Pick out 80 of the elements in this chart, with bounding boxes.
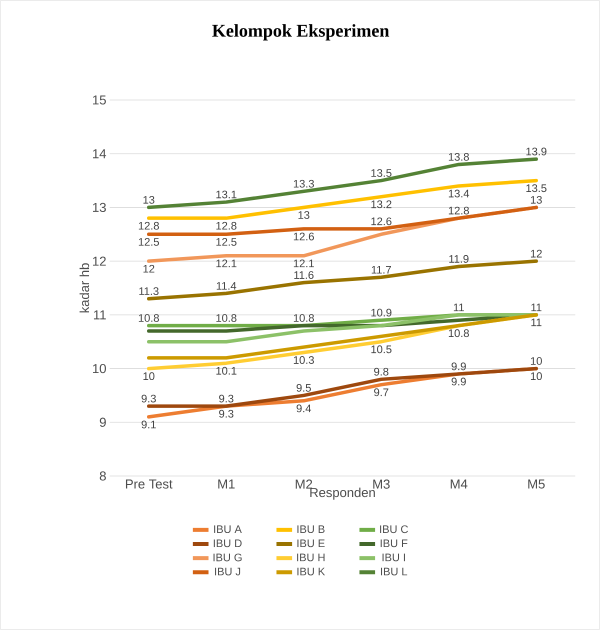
data-label: 13.5 bbox=[371, 169, 392, 177]
x-tick-label: M4 bbox=[450, 480, 468, 488]
data-label: 9.9 bbox=[452, 378, 466, 386]
y-tick-label: 12 bbox=[92, 256, 106, 266]
data-label: 10.8 bbox=[138, 314, 159, 322]
x-tick-label: M3 bbox=[373, 480, 390, 489]
data-label: 11.7 bbox=[372, 266, 391, 274]
legend-label: IBU C bbox=[380, 525, 408, 534]
data-label: 10 bbox=[143, 372, 154, 380]
data-label: 9.3 bbox=[219, 410, 234, 418]
data-label: 13.1 bbox=[216, 190, 236, 198]
data-label: 11.9 bbox=[449, 255, 469, 263]
data-label: 12.8 bbox=[138, 222, 159, 230]
legend-label: IBU H bbox=[297, 554, 325, 562]
legend-label: IBU A bbox=[214, 525, 242, 534]
x-axis-title: Responden bbox=[310, 488, 375, 500]
data-label: 12.6 bbox=[371, 217, 392, 226]
data-label: 10.1 bbox=[216, 366, 236, 375]
data-label: 12.1 bbox=[216, 259, 236, 268]
data-label: 12.8 bbox=[216, 222, 236, 230]
data-label: 9.3 bbox=[219, 394, 234, 402]
data-label: 10.8 bbox=[216, 314, 236, 322]
x-tick-label: M1 bbox=[218, 480, 235, 488]
data-label: 9.7 bbox=[374, 388, 388, 396]
data-label: 11 bbox=[531, 318, 542, 326]
data-label: 10 bbox=[530, 372, 542, 380]
legend-label: IBU J bbox=[215, 568, 240, 576]
data-label: 9.5 bbox=[296, 384, 311, 392]
data-label: 11.4 bbox=[216, 282, 236, 290]
x-tick-label: M2 bbox=[296, 480, 312, 489]
legend-label: IBU L bbox=[381, 568, 408, 576]
data-label: 9.4 bbox=[296, 404, 312, 412]
data-label: 11.3 bbox=[139, 287, 159, 296]
data-label: 12.8 bbox=[448, 206, 469, 214]
data-label: 12 bbox=[530, 250, 542, 258]
data-label: 12.1 bbox=[294, 259, 314, 268]
data-label: 9.1 bbox=[142, 420, 156, 428]
legend-label: IBU D bbox=[214, 540, 242, 548]
data-label: 10.3 bbox=[294, 356, 314, 364]
y-tick-label: 11 bbox=[94, 310, 106, 320]
data-label: 10.8 bbox=[294, 314, 314, 322]
data-label: 12 bbox=[143, 264, 154, 273]
chart-title: Kelompok Eksperimen bbox=[212, 24, 390, 40]
legend-label: IBU G bbox=[214, 554, 242, 562]
data-label: 10.8 bbox=[448, 329, 469, 338]
y-axis-title: kadar hb bbox=[80, 263, 90, 312]
data-label: 13 bbox=[298, 211, 310, 219]
data-label: 11 bbox=[454, 304, 464, 312]
data-label: 13.9 bbox=[526, 148, 546, 156]
data-label: 9.3 bbox=[142, 394, 156, 402]
y-tick-label: 9 bbox=[100, 418, 106, 427]
legend-label: IBU B bbox=[297, 525, 325, 534]
data-label: 13 bbox=[530, 196, 542, 204]
data-label: 11.6 bbox=[294, 271, 314, 279]
x-tick-label: Pre Test bbox=[126, 480, 172, 489]
data-label: 12.5 bbox=[216, 238, 236, 246]
y-tick-label: 10 bbox=[92, 364, 106, 374]
y-tick-label: 14 bbox=[92, 149, 106, 158]
x-tick-label: M5 bbox=[528, 480, 545, 489]
data-label: 13.2 bbox=[371, 200, 392, 208]
data-label: 9.9 bbox=[452, 362, 466, 370]
legend-label: IBU I bbox=[382, 554, 405, 562]
data-label: 13.3 bbox=[294, 180, 314, 188]
data-label: 10 bbox=[530, 357, 542, 365]
y-tick-label: 15 bbox=[92, 95, 106, 105]
legend-label: IBU F bbox=[380, 540, 408, 548]
data-label: 10.5 bbox=[371, 345, 392, 354]
data-label: 13.4 bbox=[448, 190, 470, 198]
data-label: 11 bbox=[531, 304, 542, 312]
data-label: 12.6 bbox=[294, 232, 314, 240]
y-tick-label: 8 bbox=[100, 471, 106, 481]
data-label: 13 bbox=[143, 196, 154, 204]
data-label: 10.9 bbox=[371, 308, 392, 317]
data-label: 12.5 bbox=[138, 238, 159, 246]
legend-label: IBU K bbox=[297, 568, 326, 576]
data-label: 13.5 bbox=[526, 184, 546, 192]
data-label: 13.8 bbox=[448, 152, 469, 161]
legend-label: IBU E bbox=[297, 540, 325, 548]
y-tick-label: 13 bbox=[92, 202, 106, 212]
data-label: 9.8 bbox=[374, 368, 388, 376]
